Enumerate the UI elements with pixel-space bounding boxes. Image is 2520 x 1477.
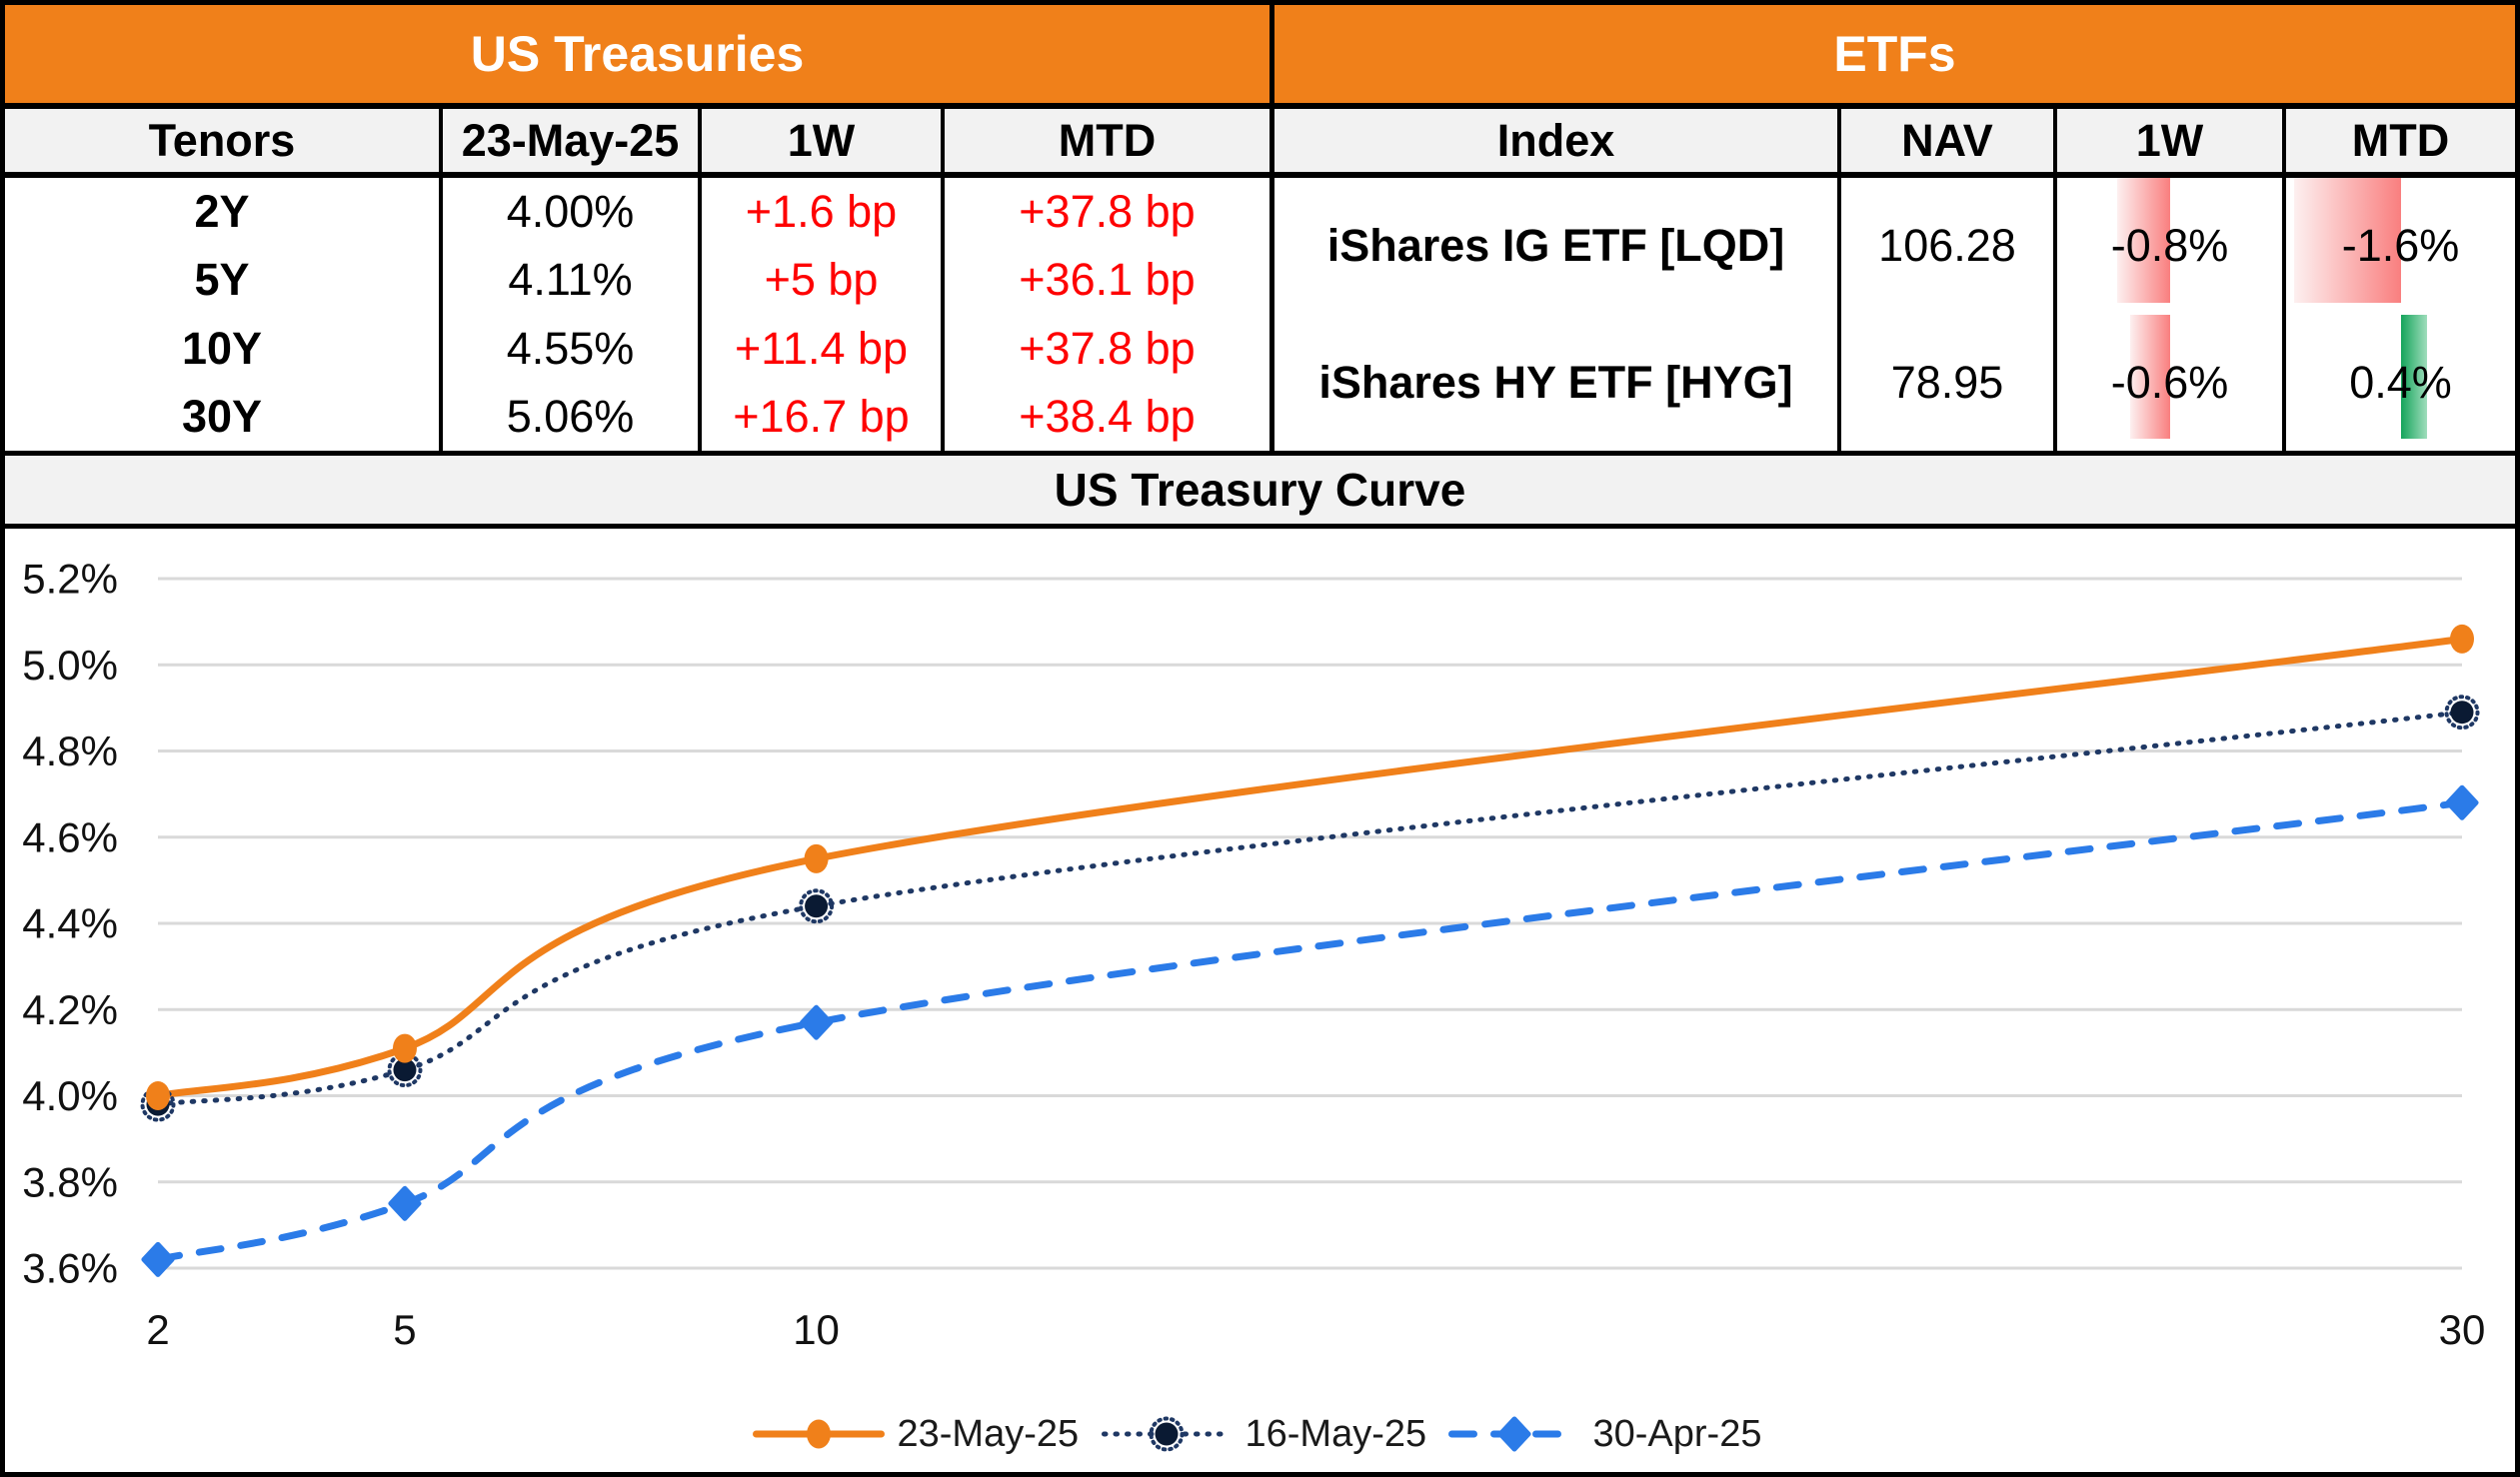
etf-mtd-value: 0.4% [2349,356,2452,408]
etf-mtd-cell: 0.4% [2282,314,2515,451]
series-line-23-May-25 [154,635,2466,1099]
col-header-tenors: Tenors [148,114,296,166]
mtd-change-cell: +36.1 bp [941,246,1269,315]
col-header-index: Index [1496,114,1615,166]
col-header-1w: 1W [698,109,941,172]
circle-marker-icon [392,1033,417,1063]
etf-1w-cell: -0.6% [2053,314,2282,451]
etf-nav-cell: 106.28 [1837,178,2053,315]
1w-change-cell: +5 bp [698,246,941,315]
etf-1w-value: -0.8% [2110,220,2229,272]
dotted-circle-marker-icon [1149,1416,1185,1452]
x-axis-tick-label: 30 [2439,1306,2486,1353]
etfs-header-band: ETFs [1269,5,2515,103]
legend-item-23-May-25: 23-May-25 [753,1413,1080,1455]
tenor-cell: 10Y [181,322,263,374]
x-axis-tick-label: 10 [793,1306,840,1353]
1w-change-cell: +1.6 bp [698,178,941,247]
negative-databar [2294,178,2401,303]
yield-cell: 4.00% [439,178,698,247]
circle-marker-icon [2450,624,2474,654]
column-header-row: Tenors 23-May-25 1W MTD Index NAV 1W MTD [5,109,2515,178]
y-axis-tick-label: 3.6% [22,1245,118,1292]
chart-title-band: US Treasury Curve [5,456,2515,529]
header-band-row: US Treasuries ETFs [5,5,2515,109]
etfs-table-body: iShares IG ETF [LQD] 106.28 -0.8% -1.6% … [1269,178,2515,451]
etf-name-cell: iShares IG ETF [LQD] [1326,220,1785,272]
chart-title: US Treasury Curve [1054,464,1466,516]
col-header-date: 23-May-25 [439,109,698,172]
1w-change-cell: +11.4 bp [698,314,941,383]
diamond-marker-icon [388,1185,422,1221]
series-line-30-Apr-25 [154,798,2466,1263]
yield-cell: 4.55% [439,314,698,383]
legend-label: 23-May-25 [898,1413,1080,1455]
legend-label: 30-Apr-25 [1593,1413,1762,1455]
y-axis-tick-label: 3.8% [22,1158,118,1205]
negative-databar [2117,178,2170,303]
legend-item-30-Apr-25: 30-Apr-25 [1448,1413,1762,1455]
diamond-marker-icon [2445,784,2479,820]
positive-databar [2400,314,2428,439]
diamond-marker-icon [141,1241,175,1277]
y-axis-tick-label: 4.4% [22,900,118,947]
series-line-16-May-25 [155,710,2465,1107]
y-axis-tick-label: 5.2% [22,556,118,603]
y-axis-tick-label: 4.6% [22,813,118,860]
col-header-etf-1w: 1W [2053,109,2282,172]
circle-marker-icon [804,843,829,873]
legend-label: 16-May-25 [1246,1413,1427,1455]
etf-mtd-value: -1.6% [2341,220,2460,272]
diamond-marker-icon [800,1004,834,1040]
col-header-etf-mtd: MTD [2282,109,2515,172]
tenor-cell: 5Y [194,254,250,306]
negative-databar [2130,314,2170,439]
x-axis-tick-label: 2 [146,1306,169,1353]
y-axis-tick-label: 4.2% [22,986,118,1033]
mtd-change-cell: +37.8 bp [941,178,1269,247]
dotted-circle-marker-icon [2444,695,2480,731]
x-axis-tick-label: 5 [393,1306,416,1353]
etfs-column-headers: Index NAV 1W MTD [1269,109,2515,172]
etfs-title: ETFs [1833,26,1956,82]
treasuries-table-body: 2Y 4.00% +1.6 bp +37.8 bp 5Y 4.11% +5 bp… [5,178,1269,451]
etf-1w-cell: -0.8% [2053,178,2282,315]
dotted-circle-marker-icon [799,888,835,924]
treasury-curve-chart: 3.6% 3.8% 4.0% 4.2% 4.4% 4.6% 4.8% 5.0% 5.2% 2 5 10… [22,556,2486,1456]
yield-cell: 5.06% [439,382,698,451]
mtd-change-cell: +37.8 bp [941,314,1269,383]
y-axis-tick-label: 4.0% [22,1072,118,1119]
table-body-row: 2Y 4.00% +1.6 bp +37.8 bp 5Y 4.11% +5 bp… [5,178,2515,456]
legend-item-16-May-25: 16-May-25 [1102,1413,1427,1455]
tenor-cell: 30Y [181,390,263,442]
circle-marker-icon [807,1419,831,1449]
y-axis-tick-label: 5.0% [22,642,118,689]
y-axis-tick-label: 4.8% [22,728,118,774]
etf-1w-value: -0.6% [2110,356,2229,408]
us-treasuries-header-band: US Treasuries [5,5,1269,103]
us-treasuries-title: US Treasuries [470,26,805,82]
col-header-mtd: MTD [941,109,1269,172]
yield-cell: 4.11% [439,246,698,315]
treasuries-column-headers: Tenors 23-May-25 1W MTD [5,109,1269,172]
1w-change-cell: +16.7 bp [698,382,941,451]
mtd-change-cell: +38.4 bp [941,382,1269,451]
tenor-cell: 2Y [194,186,250,238]
circle-marker-icon [146,1081,170,1110]
diamond-marker-icon [1497,1416,1531,1452]
etf-name-cell: iShares HY ETF [HYG] [1318,356,1793,408]
etf-nav-cell: 78.95 [1837,314,2053,451]
col-header-nav: NAV [1837,109,2053,172]
etf-mtd-cell: -1.6% [2282,178,2515,315]
